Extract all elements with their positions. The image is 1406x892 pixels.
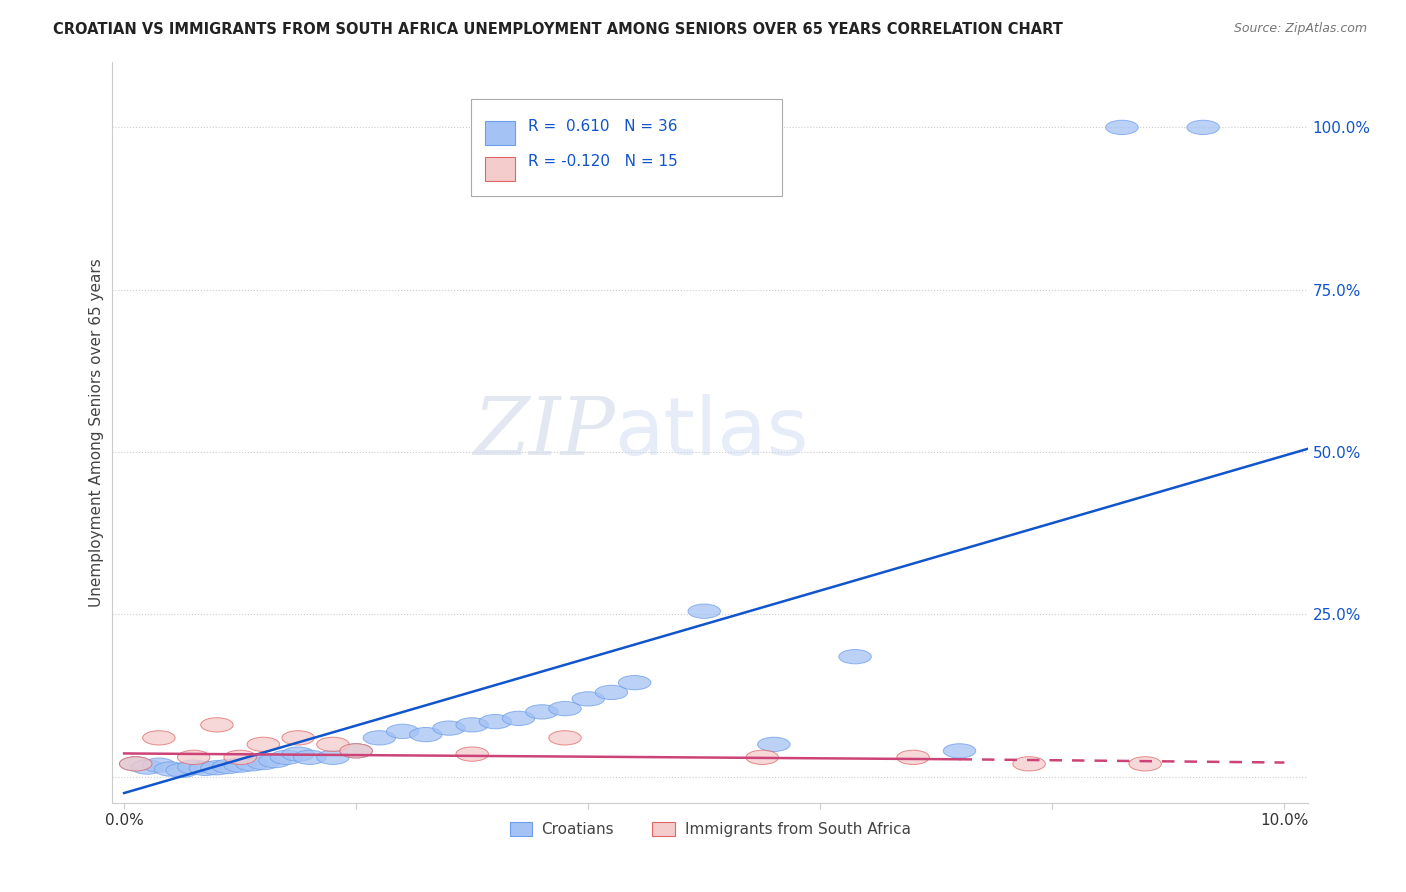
Ellipse shape xyxy=(177,760,209,774)
Ellipse shape xyxy=(281,747,315,761)
Ellipse shape xyxy=(247,737,280,751)
Ellipse shape xyxy=(409,728,441,742)
Ellipse shape xyxy=(839,649,872,664)
Y-axis label: Unemployment Among Seniors over 65 years: Unemployment Among Seniors over 65 years xyxy=(89,259,104,607)
Ellipse shape xyxy=(502,711,534,725)
Ellipse shape xyxy=(201,718,233,732)
FancyBboxPatch shape xyxy=(485,121,515,145)
Ellipse shape xyxy=(479,714,512,729)
Ellipse shape xyxy=(943,744,976,758)
Ellipse shape xyxy=(224,750,256,764)
Ellipse shape xyxy=(294,750,326,764)
Ellipse shape xyxy=(259,754,291,768)
Ellipse shape xyxy=(247,756,280,770)
Ellipse shape xyxy=(177,750,209,764)
Ellipse shape xyxy=(1187,120,1219,135)
Ellipse shape xyxy=(340,744,373,758)
Ellipse shape xyxy=(897,750,929,764)
Ellipse shape xyxy=(131,760,163,774)
Ellipse shape xyxy=(433,721,465,735)
Text: R = -0.120   N = 15: R = -0.120 N = 15 xyxy=(529,154,678,169)
Ellipse shape xyxy=(155,762,187,776)
Ellipse shape xyxy=(758,737,790,751)
Ellipse shape xyxy=(166,764,198,778)
Ellipse shape xyxy=(188,761,222,775)
Text: ZIP: ZIP xyxy=(472,394,614,471)
Ellipse shape xyxy=(120,756,152,771)
Ellipse shape xyxy=(224,758,256,772)
Ellipse shape xyxy=(201,761,233,775)
Ellipse shape xyxy=(456,747,488,761)
Ellipse shape xyxy=(235,756,269,771)
Text: CROATIAN VS IMMIGRANTS FROM SOUTH AFRICA UNEMPLOYMENT AMONG SENIORS OVER 65 YEAR: CROATIAN VS IMMIGRANTS FROM SOUTH AFRICA… xyxy=(53,22,1063,37)
FancyBboxPatch shape xyxy=(471,99,782,195)
Ellipse shape xyxy=(142,758,176,772)
Ellipse shape xyxy=(619,675,651,690)
Ellipse shape xyxy=(363,731,395,745)
Ellipse shape xyxy=(1129,756,1161,771)
Ellipse shape xyxy=(120,756,152,771)
Ellipse shape xyxy=(1012,756,1045,771)
Ellipse shape xyxy=(212,759,245,773)
Ellipse shape xyxy=(1105,120,1139,135)
Ellipse shape xyxy=(548,731,581,745)
Ellipse shape xyxy=(281,731,315,745)
Ellipse shape xyxy=(595,685,627,699)
FancyBboxPatch shape xyxy=(485,157,515,181)
Ellipse shape xyxy=(456,718,488,732)
Ellipse shape xyxy=(270,750,302,764)
Ellipse shape xyxy=(526,705,558,719)
Ellipse shape xyxy=(316,750,349,764)
Ellipse shape xyxy=(548,701,581,715)
Text: Source: ZipAtlas.com: Source: ZipAtlas.com xyxy=(1233,22,1367,36)
Ellipse shape xyxy=(572,692,605,706)
Text: atlas: atlas xyxy=(614,393,808,472)
Text: R =  0.610   N = 36: R = 0.610 N = 36 xyxy=(529,119,678,134)
Ellipse shape xyxy=(747,750,779,764)
Ellipse shape xyxy=(387,724,419,739)
Ellipse shape xyxy=(316,737,349,751)
Ellipse shape xyxy=(142,731,176,745)
Ellipse shape xyxy=(340,744,373,758)
Legend: Croatians, Immigrants from South Africa: Croatians, Immigrants from South Africa xyxy=(503,816,917,843)
Ellipse shape xyxy=(688,604,720,618)
